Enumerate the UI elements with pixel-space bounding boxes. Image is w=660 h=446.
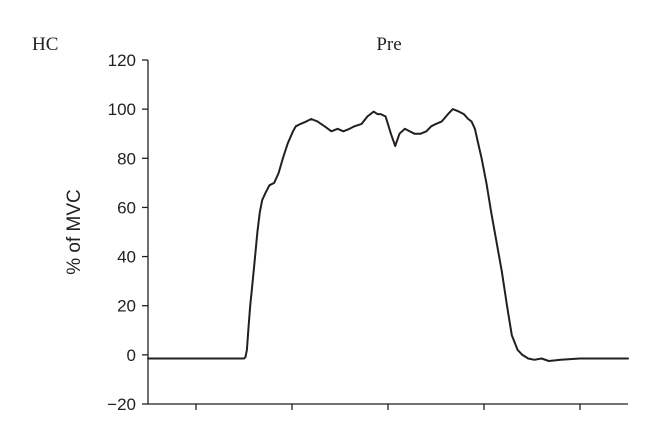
y-axis-label: % of MVC — [64, 189, 85, 275]
series-line — [147, 108, 629, 362]
panel-label: HC — [32, 34, 58, 55]
series-layer — [147, 108, 629, 362]
y-tick-label: 20 — [117, 297, 136, 316]
y-tick-label: 0 — [127, 346, 136, 365]
y-tick-label: 100 — [108, 100, 136, 119]
chart-title: Pre — [376, 34, 401, 55]
y-tick-label: 120 — [108, 51, 136, 70]
y-tick-label: −20 — [107, 395, 136, 414]
y-tick-label: 40 — [117, 248, 136, 267]
axes: −20 0 20 40 60 80 100 120 — [107, 51, 628, 414]
y-tick-label: 60 — [117, 198, 136, 217]
y-tick-label: 80 — [117, 149, 136, 168]
